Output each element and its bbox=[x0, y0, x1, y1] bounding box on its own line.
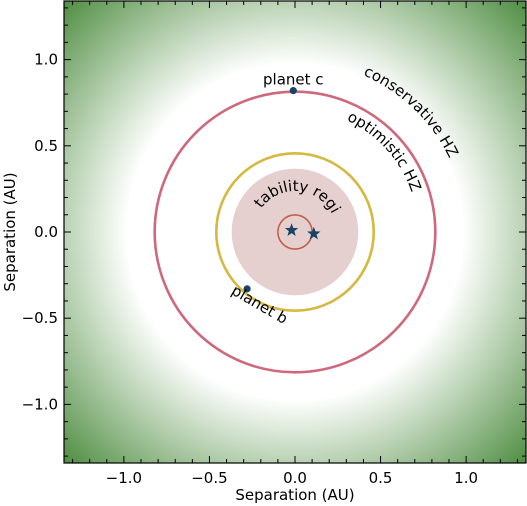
y-axis-label: Separation (AU) bbox=[1, 172, 19, 291]
x-tick-label: 1.0 bbox=[454, 469, 478, 487]
y-tick-label: −1.0 bbox=[22, 395, 58, 413]
y-tick-label: 0.0 bbox=[34, 223, 58, 241]
x-tick-label: −1.0 bbox=[106, 469, 142, 487]
plot-area bbox=[64, 1, 526, 463]
star-0 bbox=[284, 223, 299, 236]
planet-c-label: planet c bbox=[263, 71, 324, 89]
orbit-1 bbox=[214, 151, 376, 313]
axis-ticks: −1.0 −0.5 0.0 0.5 1.0 −1.0 −0.5 0.0 0.5 1.0 bbox=[22, 1, 526, 487]
y-tick-label: 1.0 bbox=[34, 51, 58, 69]
x-tick-label: 0.5 bbox=[369, 469, 393, 487]
planet-marker-1 bbox=[243, 285, 251, 293]
x-tick-label: −0.5 bbox=[191, 469, 227, 487]
x-axis-label: Separation (AU) bbox=[235, 486, 354, 504]
instability-region bbox=[231, 168, 359, 296]
star-1 bbox=[307, 226, 321, 240]
markers bbox=[243, 87, 321, 293]
x-tick-label: 0.0 bbox=[283, 469, 307, 487]
y-tick-label: −0.5 bbox=[22, 309, 58, 327]
planet-marker-0 bbox=[289, 87, 297, 95]
y-tick-label: 0.5 bbox=[34, 137, 58, 155]
